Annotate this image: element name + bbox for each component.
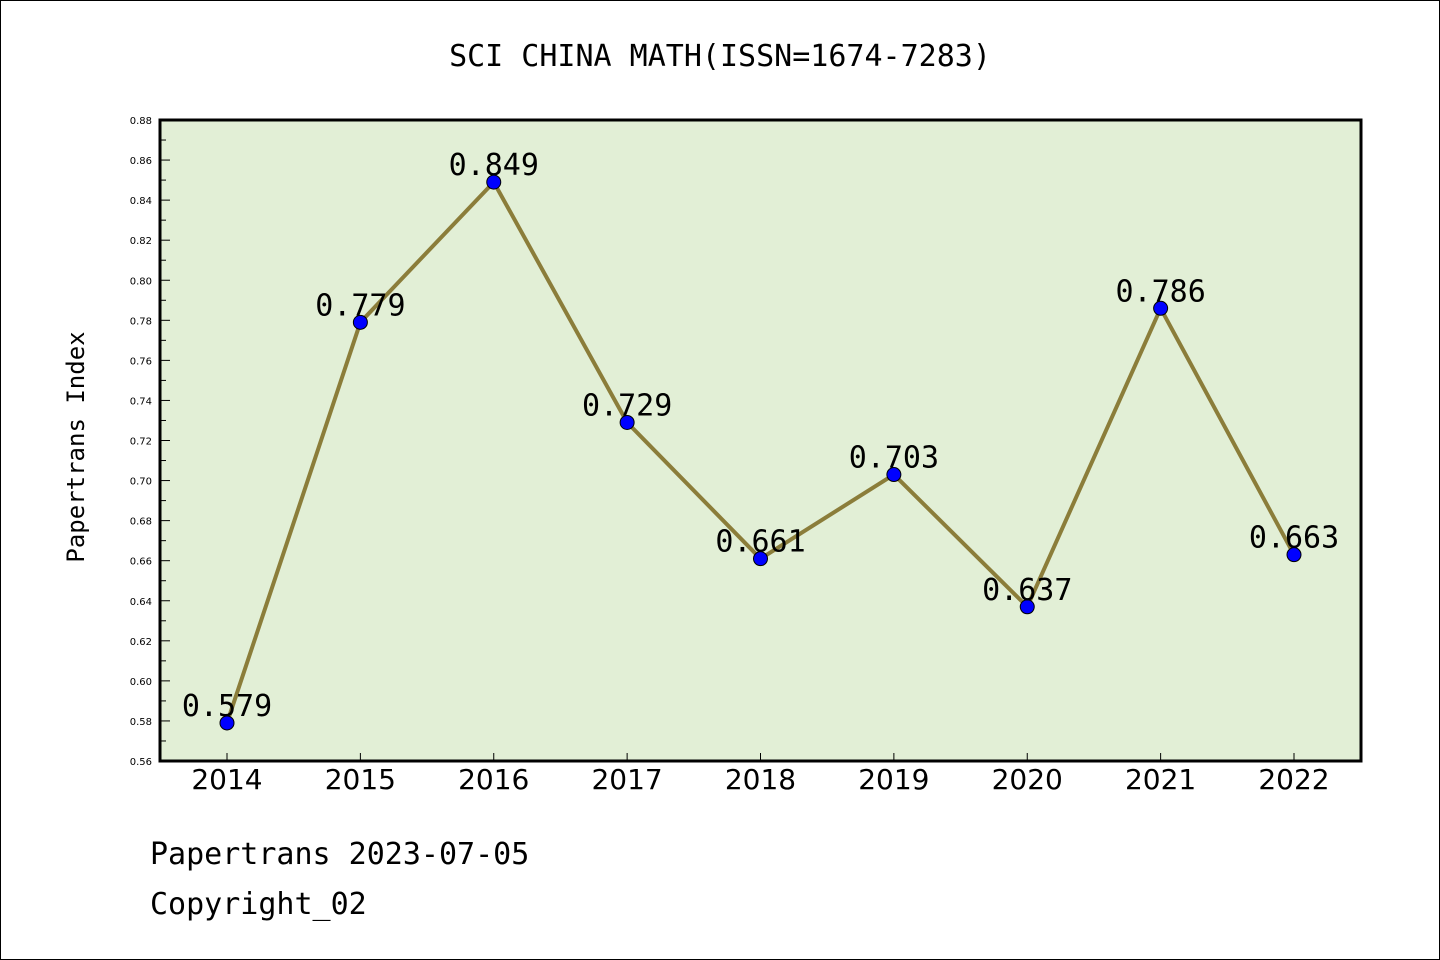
data-point-marker <box>352 314 368 330</box>
footer-date: Papertrans 2023-07-05 <box>150 837 529 872</box>
x-tick-label: 2021 <box>1125 763 1196 796</box>
y-tick-label: 0.82 <box>130 236 152 247</box>
data-label: 0.849 <box>449 148 539 183</box>
y-tick-label: 0.78 <box>130 316 152 327</box>
y-tick-label: 0.80 <box>130 276 152 287</box>
y-tick-label: 0.72 <box>130 437 152 448</box>
data-label: 0.729 <box>582 388 672 423</box>
data-point-marker <box>486 174 502 190</box>
y-tick-label: 0.84 <box>130 196 152 207</box>
y-tick-label: 0.86 <box>130 156 152 167</box>
data-point-marker <box>753 551 768 567</box>
data-label: 0.779 <box>315 288 405 323</box>
y-tick-label: 0.64 <box>130 597 152 608</box>
x-tick-label: 2015 <box>325 763 396 796</box>
chart-title: SCI CHINA MATH(ISSN=1674-7283) <box>449 39 991 74</box>
y-tick-label: 0.74 <box>130 396 152 407</box>
y-tick-label: 0.56 <box>130 757 152 768</box>
data-label: 0.703 <box>849 441 939 476</box>
y-tick-label: 0.68 <box>130 517 152 528</box>
x-tick-label: 2014 <box>191 763 262 796</box>
data-label: 0.579 <box>182 689 272 724</box>
y-tick-label: 0.76 <box>130 356 152 367</box>
data-label: 0.661 <box>715 525 805 560</box>
data-point-marker <box>619 414 635 430</box>
data-point-marker <box>1286 547 1302 563</box>
x-axis: 2014 2015 2016 2017 2018 2019 2020 2021 2022 <box>191 753 1330 796</box>
y-tick-label: 0.58 <box>130 717 152 728</box>
x-tick-label: 2020 <box>992 763 1063 796</box>
series-markers <box>219 174 1302 731</box>
data-labels: 0.579 0.779 0.849 0.729 0.661 0.703 0.637 0.786… <box>182 148 1339 724</box>
data-point-marker <box>886 467 902 483</box>
y-axis-label: Papertrans Index <box>62 331 90 562</box>
y-tick-label: 0.66 <box>130 557 152 568</box>
x-tick-label: 2017 <box>591 763 662 796</box>
data-label: 0.663 <box>1249 521 1339 556</box>
y-tick-label: 0.60 <box>130 677 152 688</box>
data-point-marker <box>219 715 235 731</box>
data-point-marker <box>1019 599 1035 615</box>
y-tick-label: 0.62 <box>130 637 152 648</box>
y-tick-label: 0.88 <box>130 116 152 127</box>
x-tick-label: 2019 <box>858 763 929 796</box>
x-tick-label: 2018 <box>725 763 796 796</box>
x-tick-label: 2022 <box>1258 763 1329 796</box>
y-tick-label: 0.70 <box>130 477 152 488</box>
footer-copyright: Copyright_02 <box>150 887 367 922</box>
data-label: 0.786 <box>1115 274 1205 309</box>
x-tick-label: 2016 <box>458 763 529 796</box>
plot-area <box>160 120 1361 761</box>
data-label: 0.637 <box>982 573 1072 608</box>
data-point-marker <box>1153 300 1169 316</box>
plot-border <box>158 118 1363 763</box>
